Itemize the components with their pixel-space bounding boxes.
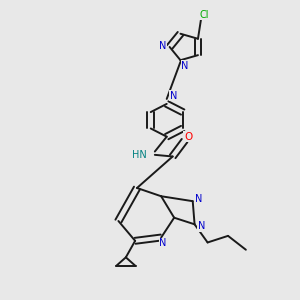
Text: N: N: [181, 61, 189, 71]
Text: N: N: [195, 194, 202, 203]
Text: N: N: [170, 91, 177, 100]
Text: O: O: [184, 132, 192, 142]
Text: N: N: [159, 41, 167, 51]
Text: N: N: [198, 221, 205, 231]
Text: Cl: Cl: [200, 10, 209, 20]
Text: HN: HN: [132, 150, 147, 160]
Text: N: N: [159, 238, 167, 248]
